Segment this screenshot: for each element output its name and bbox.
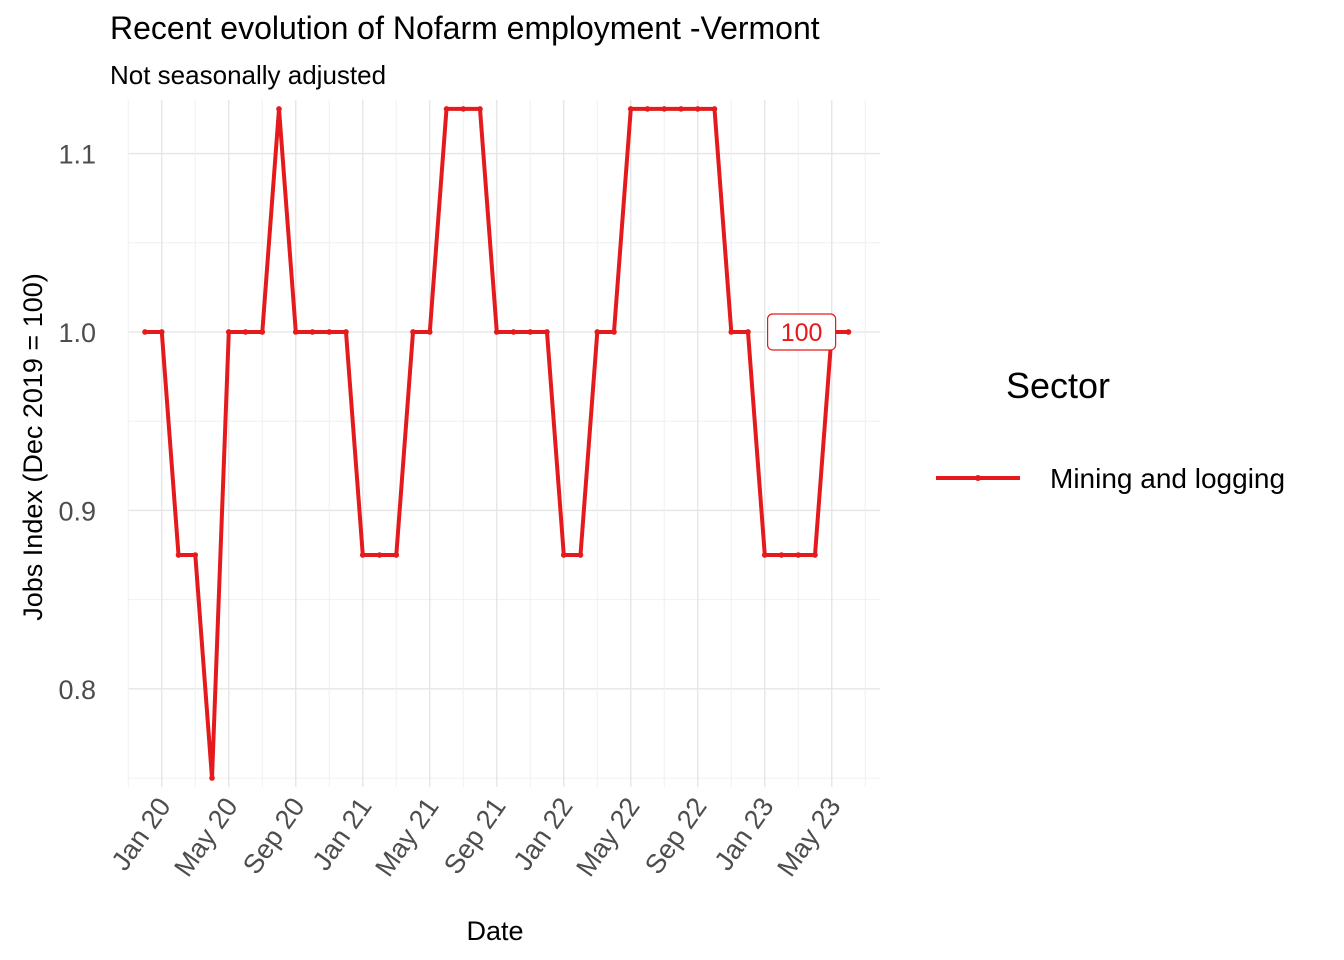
- x-tick-label: May 23: [771, 792, 846, 882]
- data-point: [678, 106, 684, 112]
- y-axis-ticks: 0.8 0.9 1.0 1.1: [58, 140, 96, 705]
- data-point: [661, 106, 668, 112]
- y-axis-title: Jobs Index (Dec 2019 = 100): [18, 273, 48, 620]
- data-point: [393, 552, 400, 558]
- data-point: [577, 552, 584, 558]
- y-tick-label: 0.9: [58, 496, 96, 526]
- data-point: [627, 106, 634, 112]
- data-point: [410, 329, 416, 335]
- data-point: [175, 552, 182, 558]
- data-point: [209, 775, 215, 781]
- end-label-text: 100: [781, 319, 823, 347]
- end-label-box: [766, 313, 837, 351]
- x-tick-label: Sep 21: [438, 792, 512, 879]
- data-point: [158, 329, 165, 335]
- x-tick-label: Jan 21: [307, 792, 378, 876]
- data-point: [527, 329, 534, 335]
- y-tick-label: 0.8: [58, 675, 96, 705]
- x-tick-label: Jan 22: [508, 792, 579, 876]
- grid: [127, 100, 880, 787]
- data-point: [343, 329, 349, 335]
- data-point: [611, 329, 617, 335]
- data-point: [242, 329, 249, 335]
- x-tick-label: May 21: [369, 792, 444, 882]
- data-point: [443, 106, 450, 112]
- data-point: [376, 552, 383, 558]
- data-point: [493, 329, 500, 335]
- y-tick-label: 1.0: [58, 318, 96, 348]
- data-point: [845, 329, 852, 335]
- series-layer: 100: [142, 106, 852, 781]
- data-point: [594, 329, 601, 335]
- data-point: [326, 329, 333, 335]
- end-value-label: 100: [766, 313, 837, 351]
- data-point: [778, 552, 785, 558]
- data-point: [142, 329, 148, 335]
- data-point: [460, 106, 467, 112]
- data-point: [745, 329, 751, 335]
- data-point: [309, 329, 316, 335]
- data-point: [711, 106, 718, 112]
- x-tick-label: Sep 22: [639, 792, 713, 879]
- data-point: [276, 106, 282, 112]
- data-point: [560, 552, 567, 558]
- x-tick-label: Sep 20: [237, 792, 311, 879]
- data-point: [426, 329, 433, 335]
- legend-key-point: [975, 475, 981, 481]
- data-point: [192, 552, 199, 558]
- data-point: [728, 329, 735, 335]
- data-point: [644, 106, 651, 112]
- chart-subtitle: Not seasonally adjusted: [110, 60, 387, 90]
- chart-title: Recent evolution of Nofarm employment -V…: [110, 10, 820, 46]
- legend-label: Mining and logging: [1050, 463, 1285, 494]
- x-tick-label: Jan 20: [106, 792, 177, 876]
- data-point: [812, 552, 818, 558]
- x-tick-label: May 20: [168, 792, 243, 882]
- x-tick-label: May 22: [570, 792, 645, 882]
- data-point: [359, 552, 366, 558]
- data-point: [292, 329, 299, 335]
- data-point: [259, 329, 266, 335]
- x-tick-label: Jan 23: [709, 792, 780, 876]
- x-axis-title: Date: [466, 916, 523, 946]
- legend: Sector Mining and logging: [936, 365, 1285, 494]
- y-tick-label: 1.1: [58, 140, 96, 170]
- data-point: [510, 329, 517, 335]
- data-point: [477, 106, 483, 112]
- data-point: [694, 106, 701, 112]
- data-point: [795, 552, 802, 558]
- data-point: [225, 329, 232, 335]
- legend-title: Sector: [1006, 365, 1110, 406]
- data-point: [544, 329, 550, 335]
- data-point: [761, 552, 768, 558]
